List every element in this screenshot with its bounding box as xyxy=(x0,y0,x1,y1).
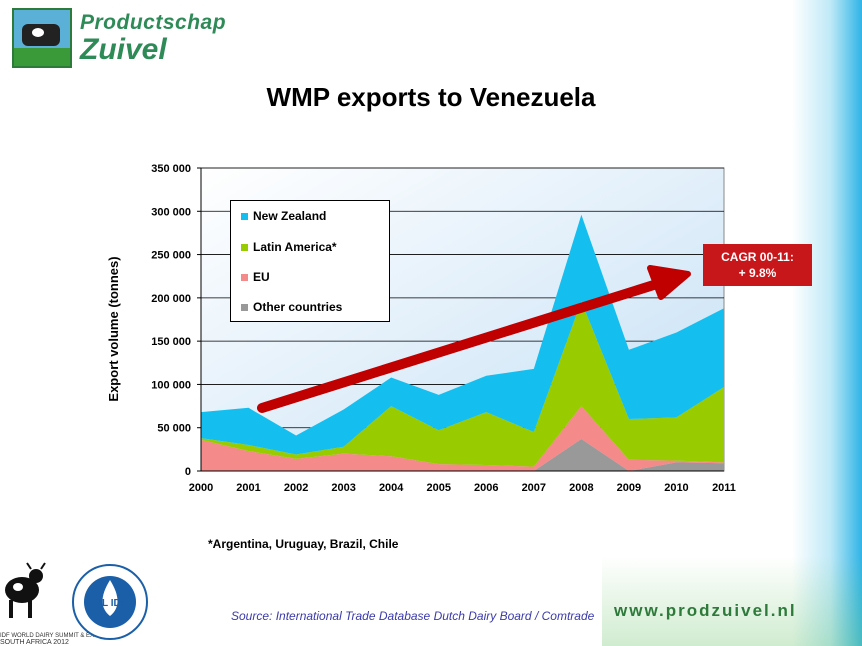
legend-label: New Zealand xyxy=(253,209,327,223)
legend-swatch xyxy=(241,212,248,220)
legend-item-latin-america: Latin America* xyxy=(241,239,337,255)
x-tick-label: 2010 xyxy=(664,482,688,494)
x-tick-label: 2003 xyxy=(331,482,355,494)
legend-swatch xyxy=(241,273,248,281)
y-tick-label: 350 000 xyxy=(151,163,191,175)
legend-item-other-countries: Other countries xyxy=(241,299,342,315)
area-other-countries xyxy=(201,438,724,471)
area-eu xyxy=(201,406,724,471)
right-decorative-band xyxy=(792,0,862,646)
logo-line2: Zuivel xyxy=(80,32,167,66)
y-tick-label: 150 000 xyxy=(151,336,191,348)
cagr-line1: CAGR 00-11: xyxy=(721,249,794,264)
x-tick-label: 2002 xyxy=(284,482,308,494)
summit-text-line1: IDF WORLD DAIRY SUMMIT & EXHIBITION xyxy=(0,633,121,639)
trend-arrow-head xyxy=(647,265,691,300)
x-tick-label: 2007 xyxy=(522,482,546,494)
summit-text-line2: SOUTH AFRICA 2012 xyxy=(0,639,69,646)
y-tick-label: 100 000 xyxy=(151,379,191,391)
legend-label: Latin America* xyxy=(253,240,337,254)
legend-swatch xyxy=(241,243,248,251)
legend-label: EU xyxy=(253,270,270,284)
x-tick-label: 2008 xyxy=(569,482,593,494)
x-tick-label: 2009 xyxy=(617,482,641,494)
y-tick-label: 250 000 xyxy=(151,250,191,262)
x-tick-label: 2006 xyxy=(474,482,498,494)
footnote: *Argentina, Uruguay, Brazil, Chile xyxy=(208,537,399,551)
y-tick-label: 50 000 xyxy=(157,423,191,435)
y-tick-labels: 0 50 000 100 000 150 000 200 000 250 000 300 0… xyxy=(151,163,201,478)
legend-item-eu: EU xyxy=(241,269,270,285)
cagr-callout: CAGR 00-11: + 9.8% xyxy=(703,244,812,286)
axes xyxy=(200,168,724,472)
x-tick-label: 2005 xyxy=(426,482,450,494)
legend-item-new-zealand: New Zealand xyxy=(241,208,326,224)
trend-arrow xyxy=(257,273,681,413)
area-latin-america xyxy=(201,301,724,467)
area-series xyxy=(201,214,724,471)
x-tick-label: 2004 xyxy=(379,482,404,494)
fil-idf-logo: FIL IDF xyxy=(72,564,148,640)
website-url: www.prodzuivel.nl xyxy=(614,601,797,620)
area-new-zealand xyxy=(201,214,724,455)
legend-label: Other countries xyxy=(253,300,343,314)
x-tick-labels: 2000 2001 2002 2003 2004 2005 2006 2007 2008 2009… xyxy=(189,482,736,494)
cagr-line2: + 9.8% xyxy=(738,266,777,280)
legend-swatch xyxy=(241,303,248,311)
y-tick-label: 200 000 xyxy=(151,293,191,305)
y-tick-label: 300 000 xyxy=(151,206,191,218)
x-tick-label: 2001 xyxy=(236,482,260,494)
fil-idf-text: FIL IDF xyxy=(93,598,127,609)
slide-title: WMP exports to Venezuela xyxy=(266,82,596,112)
logo-line1: Productschap xyxy=(80,10,227,34)
y-axis-label: Export volume (tonnes) xyxy=(106,256,121,401)
productschap-zuivel-logo: Productschap Zuivel xyxy=(12,8,226,68)
x-tick-label: 2011 xyxy=(712,482,736,494)
y-tick-label: 0 xyxy=(185,466,191,478)
x-tick-label: 2000 xyxy=(189,482,213,494)
world-dairy-summit-cow-icon xyxy=(5,562,46,618)
chart-legend: New Zealand Latin America* EU Other coun… xyxy=(230,200,390,322)
source-text: Source: International Trade Database Dut… xyxy=(231,609,595,623)
cow-in-field-icon xyxy=(12,8,72,68)
bottom-decorative-band xyxy=(602,556,862,646)
